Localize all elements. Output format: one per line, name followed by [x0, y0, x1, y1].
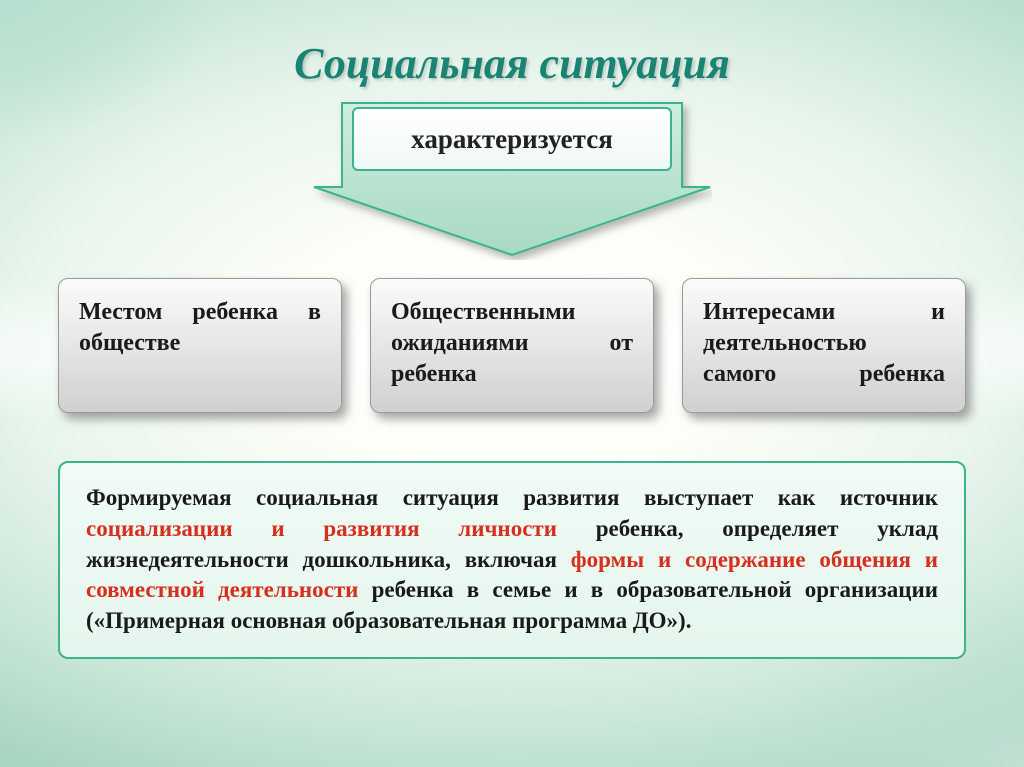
slide-container: Социальная ситуация характеризуется Мест…: [0, 0, 1024, 767]
cards-row: Местом ребенка в обществе Общественными …: [58, 278, 966, 413]
desc-text: Формируемая социальная ситуация развития…: [86, 485, 938, 510]
description-panel: Формируемая социальная ситуация развития…: [58, 461, 966, 659]
card-2: Общественными ожиданиями от ребенка: [370, 278, 654, 413]
down-arrow-block: характеризуется: [58, 95, 966, 260]
desc-highlight: социализации и развития личности: [86, 516, 557, 541]
slide-title: Социальная ситуация: [58, 38, 966, 89]
card-1: Местом ребенка в обществе: [58, 278, 342, 413]
card-3: Интересами и деятельностью самого ребенк…: [682, 278, 966, 413]
arrow-label: характеризуется: [411, 124, 613, 155]
arrow-label-box: характеризуется: [352, 107, 672, 171]
